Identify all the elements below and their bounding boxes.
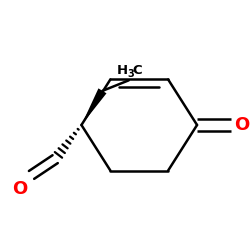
Text: O: O (234, 116, 250, 134)
Text: O: O (12, 180, 28, 198)
Text: C: C (132, 64, 141, 77)
Polygon shape (82, 88, 106, 125)
Text: 3: 3 (128, 69, 134, 79)
Text: H: H (116, 64, 128, 77)
